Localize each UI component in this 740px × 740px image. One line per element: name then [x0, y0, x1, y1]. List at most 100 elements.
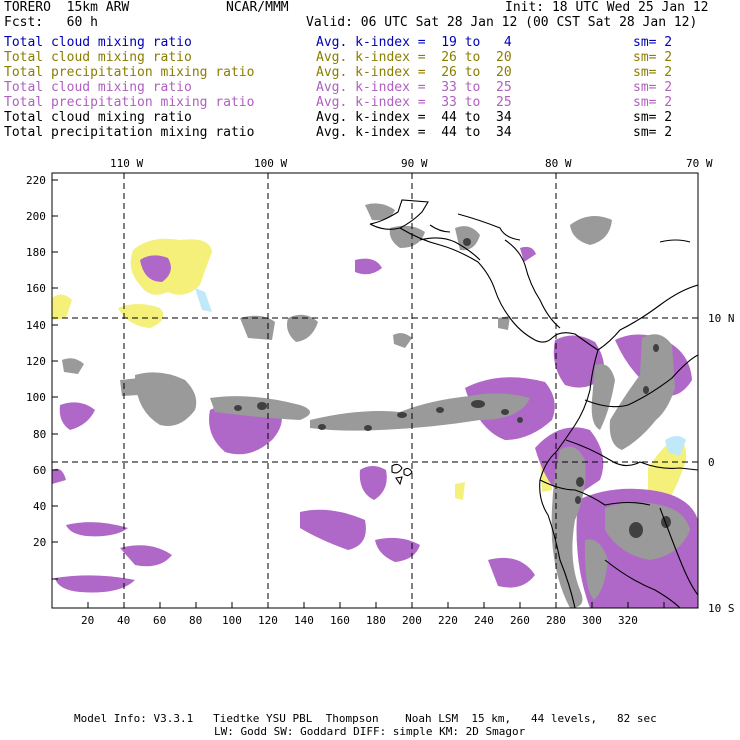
physics-info: LW: Godd SW: Goddard DIFF: simple KM: 2D… — [214, 725, 526, 738]
border-line — [429, 224, 451, 233]
field-sm: sm= 2 — [633, 35, 673, 50]
field-sm: sm= 2 — [633, 95, 673, 110]
tick-marks — [52, 179, 665, 608]
init-time: Init: 18 UTC Wed 25 Jan 12 — [505, 0, 709, 15]
field-sm: sm= 2 — [633, 50, 673, 65]
gray-cloud — [365, 203, 395, 221]
dark-core — [463, 238, 471, 246]
lat-label: 10 N — [708, 312, 735, 325]
coastline — [457, 213, 521, 241]
y-tick-label: 180 — [26, 246, 46, 259]
x-tick-label: 260 — [510, 614, 530, 627]
border-line — [539, 479, 651, 506]
purple-patch — [55, 575, 135, 593]
field-row: Total precipitation mixing ratio — [4, 65, 255, 80]
model-title: TORERO 15km ARW — [4, 0, 130, 15]
purple-patch — [140, 255, 171, 282]
cyan-patch — [195, 288, 212, 312]
x-tick-label: 20 — [81, 614, 95, 627]
y-tick-label: 40 — [33, 500, 47, 513]
yellow-patch — [130, 238, 212, 295]
y-tick-label: 60 — [33, 464, 47, 477]
dark-core — [471, 400, 485, 408]
graticule — [52, 173, 698, 608]
x-tick-label: 80 — [189, 614, 203, 627]
purple-patch — [355, 258, 382, 275]
border-line — [419, 237, 481, 261]
island — [391, 463, 403, 474]
y-tick-label: 160 — [26, 282, 46, 295]
dark-core — [629, 522, 643, 538]
yellow-patch — [648, 439, 687, 501]
y-tick-label: 80 — [33, 428, 47, 441]
yellow-patch — [455, 482, 465, 500]
field-kindex: Avg. k-index = 44 to 34 — [316, 110, 512, 125]
x-tick-label: 280 — [546, 614, 566, 627]
purple-patch — [52, 468, 66, 484]
x-tick-label: 320 — [618, 614, 638, 627]
x-tick-label: 200 — [402, 614, 422, 627]
x-tick-label: 100 — [222, 614, 242, 627]
purple-patch — [488, 557, 535, 588]
yellow-patch — [52, 294, 72, 320]
lon-label: 80 W — [545, 157, 572, 170]
field-row: Total precipitation mixing ratio — [4, 95, 255, 110]
field-row: Total cloud mixing ratio — [4, 80, 192, 95]
field-row: Total cloud mixing ratio — [4, 110, 192, 125]
gray-cloud — [62, 358, 84, 374]
gray-cloud — [498, 316, 510, 330]
dark-core — [318, 424, 326, 430]
gray-cloud — [120, 378, 140, 396]
gray-cloud — [240, 315, 275, 340]
gray-cloud — [591, 364, 615, 430]
purple-patch — [300, 509, 366, 550]
border-line — [565, 439, 698, 471]
x-tick-label: 220 — [438, 614, 458, 627]
lon-label: 90 W — [401, 157, 428, 170]
y-tick-label: 120 — [26, 355, 46, 368]
field-row: Total cloud mixing ratio — [4, 50, 192, 65]
gray-cloud — [135, 372, 197, 426]
y-tick-label: 20 — [33, 536, 47, 549]
center-label: NCAR/MMM — [226, 0, 289, 15]
purple-patch — [553, 335, 604, 388]
gray-cloud — [609, 334, 675, 450]
gray-cloud — [393, 333, 412, 348]
field-kindex: Avg. k-index = 33 to 25 — [316, 80, 512, 95]
field-sm: sm= 2 — [633, 125, 673, 140]
dark-core — [364, 425, 372, 431]
field-row: Total precipitation mixing ratio — [4, 125, 255, 140]
x-tick-label: 160 — [330, 614, 350, 627]
field-sm: sm= 2 — [633, 65, 673, 80]
dark-core — [653, 344, 659, 352]
field-kindex: Avg. k-index = 26 to 20 — [316, 50, 512, 65]
x-tick-label: 300 — [582, 614, 602, 627]
gray-cloud — [570, 216, 612, 245]
purple-patch — [359, 466, 387, 500]
coastline — [504, 239, 561, 329]
dark-core — [576, 477, 584, 487]
dark-core — [436, 407, 444, 413]
field-sm: sm= 2 — [633, 80, 673, 95]
purple-patch — [59, 402, 95, 430]
x-tick-label: 240 — [474, 614, 494, 627]
dark-core — [257, 402, 267, 410]
field-kindex: Avg. k-index = 26 to 20 — [316, 65, 512, 80]
dark-core — [397, 412, 407, 418]
gray-cloud — [389, 225, 425, 248]
border-line — [584, 354, 698, 408]
island — [395, 476, 403, 486]
y-tick-label: 100 — [26, 391, 46, 404]
coastline — [539, 349, 599, 608]
coastline — [399, 227, 553, 343]
purple-patch — [375, 537, 420, 562]
y-tick-label: 200 — [26, 210, 46, 223]
island — [403, 467, 413, 477]
model-info: Model Info: V3.3.1 Tiedtke YSU PBL Thomp… — [74, 712, 657, 725]
map-frame — [51, 172, 699, 609]
y-tick-label: 140 — [26, 319, 46, 332]
field-row: Total cloud mixing ratio — [4, 35, 192, 50]
gray-cloud — [551, 446, 586, 608]
yellow-patch — [118, 304, 164, 328]
